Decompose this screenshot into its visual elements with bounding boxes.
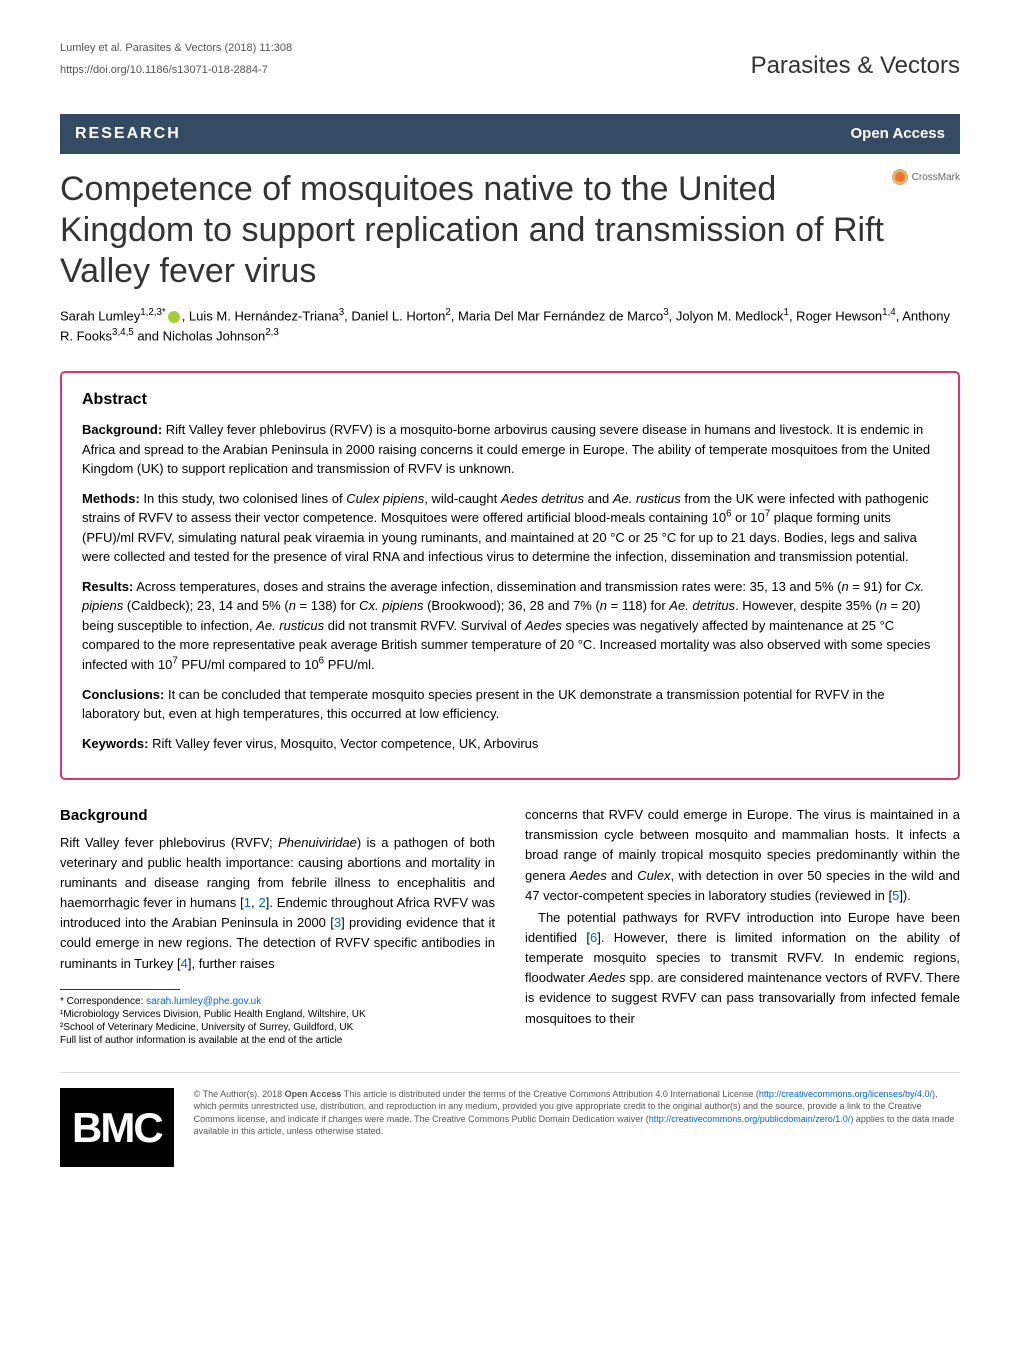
footnote-separator (60, 989, 180, 990)
correspondence-label: * Correspondence: (60, 996, 146, 1007)
abstract-methods-label: Methods: (82, 491, 140, 506)
affiliation-more: Full list of author information is avail… (60, 1035, 342, 1046)
bmc-logo: BMC (60, 1088, 174, 1167)
body-columns: Background Rift Valley fever phlebovirus… (60, 805, 960, 1046)
body-paragraph-3: The potential pathways for RVFV introduc… (525, 908, 960, 1029)
abstract-results: Results: Across temperatures, doses and … (82, 577, 938, 675)
abstract-results-label: Results: (82, 579, 133, 594)
crossmark-text: CrossMark (912, 170, 960, 185)
license-text: © The Author(s). 2018 Open Access This a… (194, 1088, 960, 1138)
body-paragraph-1: Rift Valley fever phlebovirus (RVFV; Phe… (60, 833, 495, 974)
abstract-methods-text: In this study, two colonised lines of Cu… (82, 491, 929, 565)
abstract-keywords: Keywords: Rift Valley fever virus, Mosqu… (82, 734, 938, 754)
cc-license-link[interactable]: http://creativecommons.org/licenses/by/4… (759, 1089, 932, 1099)
open-access-label: Open Access (851, 123, 946, 146)
abstract-conclusions-label: Conclusions: (82, 687, 164, 702)
right-column: concerns that RVFV could emerge in Europ… (525, 805, 960, 1046)
abstract-results-text: Across temperatures, doses and strains t… (82, 579, 930, 672)
orcid-icon[interactable] (168, 311, 180, 323)
abstract-background-text: Rift Valley fever phlebovirus (RVFV) is … (82, 422, 930, 476)
affiliation-2: ²School of Veterinary Medicine, Universi… (60, 1022, 353, 1033)
correspondence-footnote: * Correspondence: sarah.lumley@phe.gov.u… (60, 995, 495, 1047)
footer-bar: BMC © The Author(s). 2018 Open Access Th… (60, 1072, 960, 1167)
abstract-conclusions: Conclusions: It can be concluded that te… (82, 685, 938, 724)
cc-waiver-link[interactable]: http://creativecommons.org/publicdomain/… (649, 1114, 851, 1124)
crossmark-icon (892, 169, 908, 185)
abstract-background: Background: Rift Valley fever phleboviru… (82, 420, 938, 479)
background-heading: Background (60, 805, 495, 828)
correspondence-email[interactable]: sarah.lumley@phe.gov.uk (146, 996, 261, 1007)
abstract-box: Abstract Background: Rift Valley fever p… (60, 371, 960, 780)
article-title: Competence of mosquitoes native to the U… (60, 169, 960, 291)
crossmark-badge[interactable]: CrossMark (892, 169, 960, 185)
keywords-text: Rift Valley fever virus, Mosquito, Vecto… (148, 736, 538, 751)
left-column: Background Rift Valley fever phlebovirus… (60, 805, 495, 1046)
abstract-conclusions-text: It can be concluded that temperate mosqu… (82, 687, 885, 722)
body-paragraph-2: concerns that RVFV could emerge in Europ… (525, 805, 960, 906)
keywords-label: Keywords: (82, 736, 148, 751)
author-list: Sarah Lumley1,2,3*, Luis M. Hernández-Tr… (60, 306, 960, 346)
abstract-background-label: Background: (82, 422, 162, 437)
affiliation-1: ¹Microbiology Services Division, Public … (60, 1009, 366, 1020)
abstract-methods: Methods: In this study, two colonised li… (82, 489, 938, 567)
abstract-heading: Abstract (82, 388, 938, 412)
research-bar: RESEARCH Open Access (60, 114, 960, 154)
research-label: RESEARCH (75, 122, 181, 146)
